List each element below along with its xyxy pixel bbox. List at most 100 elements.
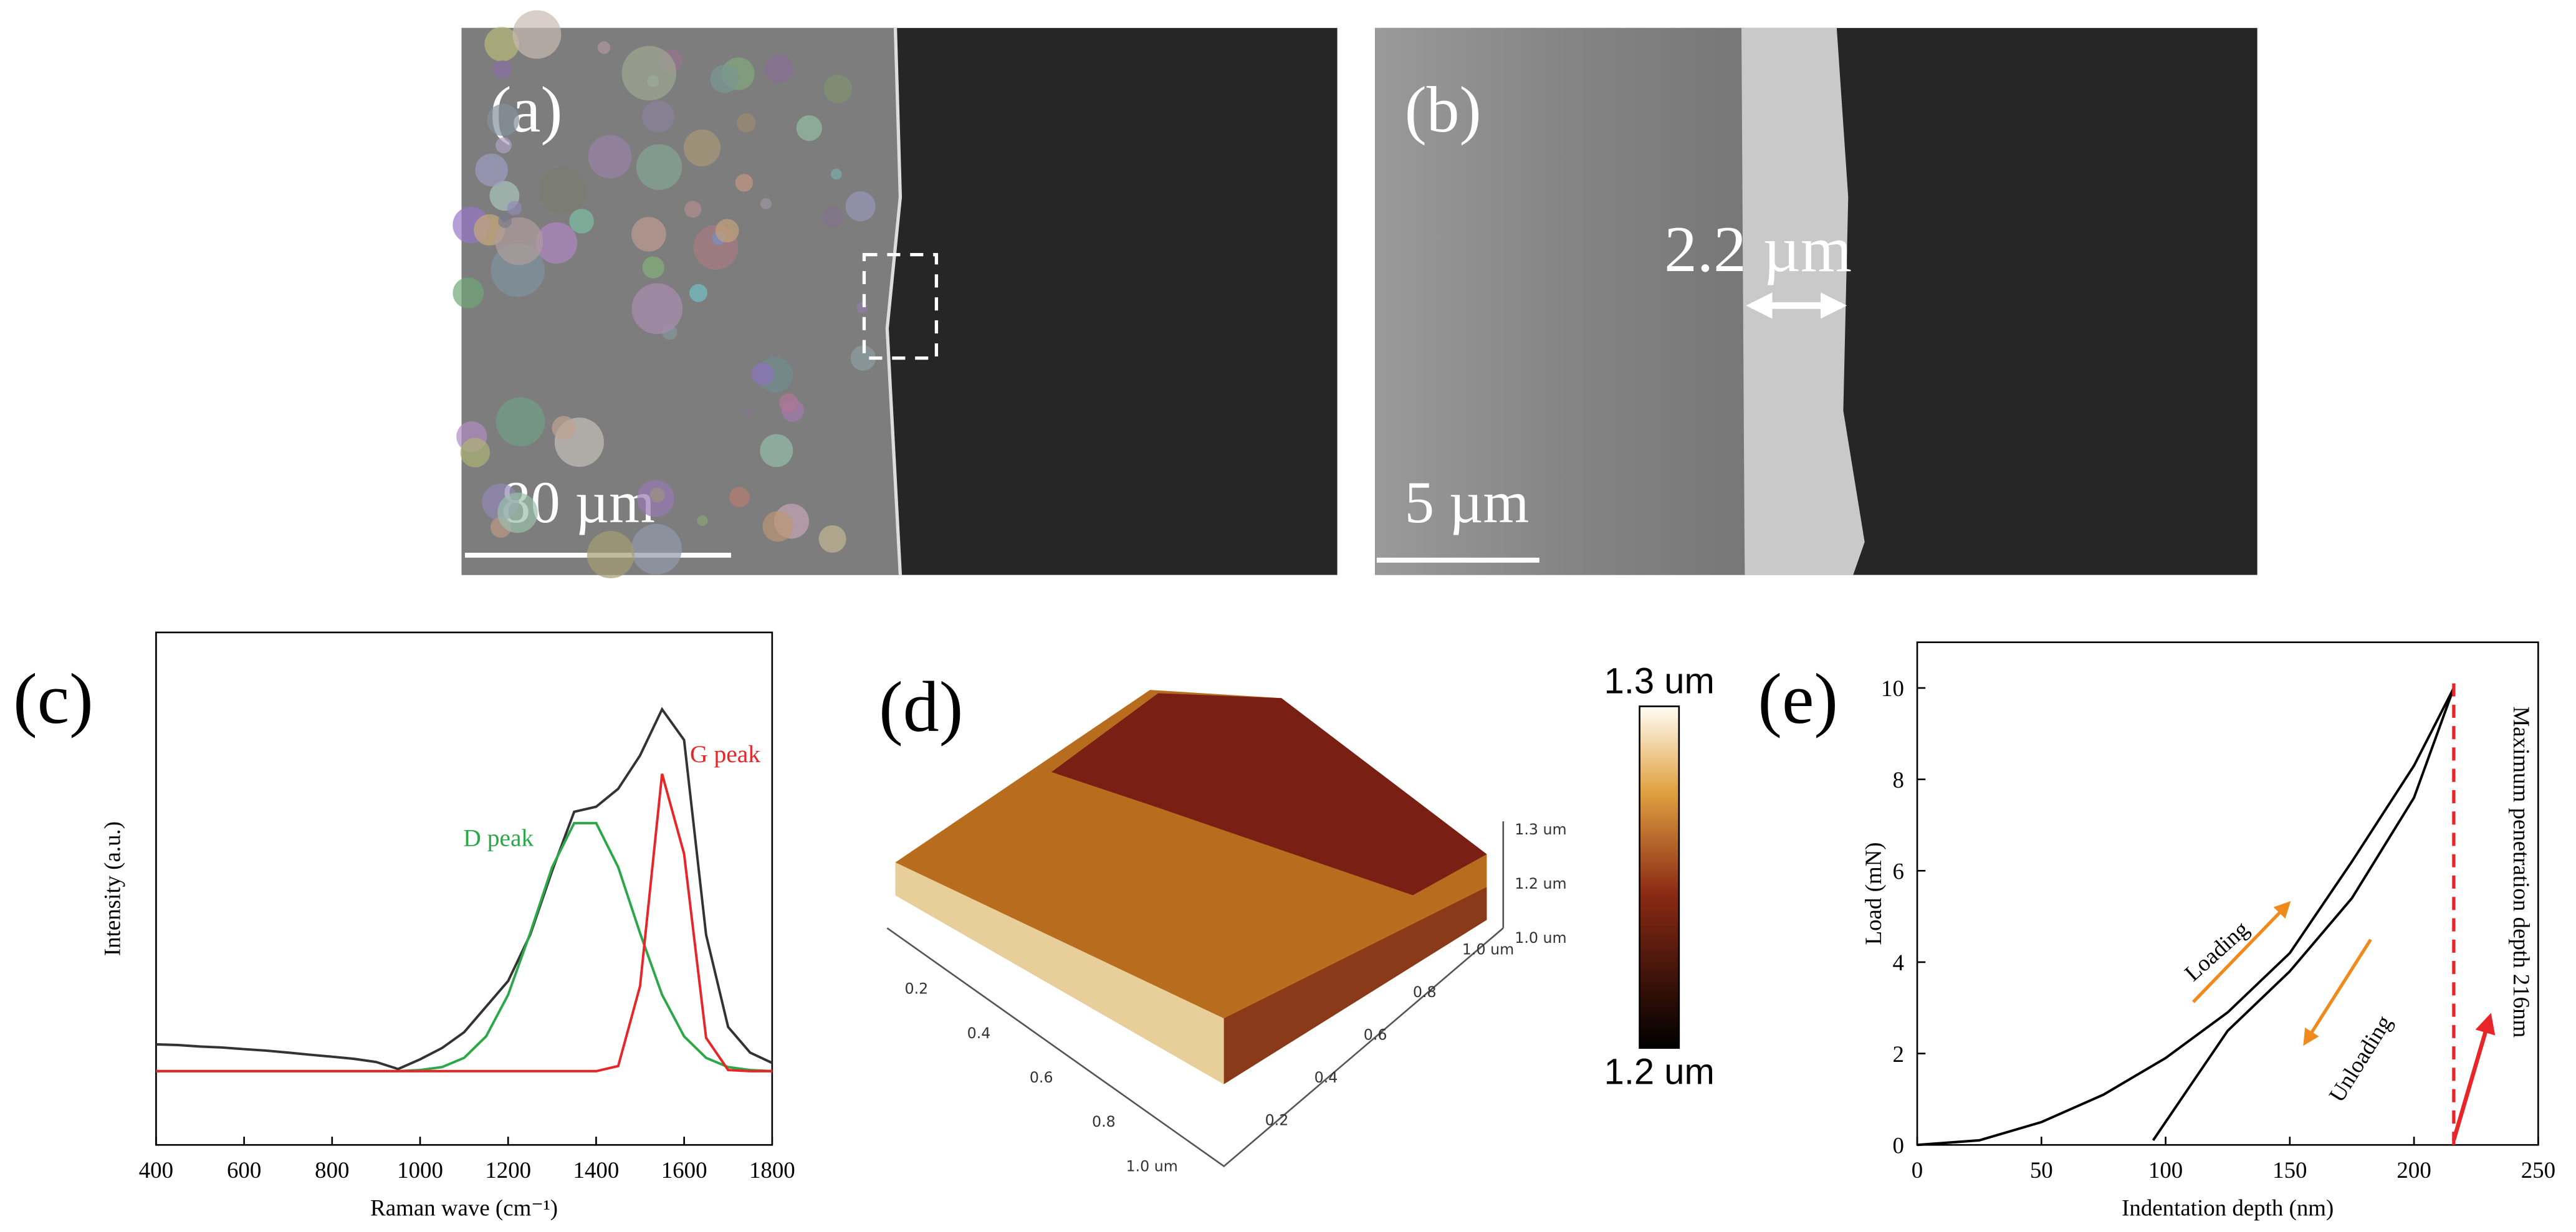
afm-surface-right (1223, 887, 1487, 1084)
texture-grain (512, 10, 562, 59)
x-axis-label: Raman wave (cm⁻¹) (370, 1195, 558, 1221)
texture-grain (452, 277, 484, 308)
x-tick-label: 600 (227, 1157, 261, 1183)
texture-grain (460, 437, 490, 467)
texture-grain (493, 60, 512, 79)
texture-grain (697, 515, 708, 527)
texture-grain (539, 168, 587, 214)
y-axis-label: Intensity (a.u.) (99, 821, 125, 956)
data-line (1917, 687, 2455, 1147)
texture-grain (636, 144, 682, 190)
x-tick-label: 1600 (661, 1157, 707, 1183)
colorbar-max: 1.3 um (1604, 661, 1715, 701)
texture-grain (621, 45, 677, 101)
thickness-label: 2.2 µm (1664, 212, 1852, 285)
texture-grain (736, 113, 756, 133)
texture-grain (715, 219, 739, 243)
texture-grain (631, 217, 666, 252)
afm-z-label: 1.2 um (1515, 875, 1566, 892)
afm-high-region (1051, 693, 1487, 895)
x-tick-label: 150 (2272, 1157, 2307, 1183)
afm-y-label: 0.6 (1364, 1026, 1387, 1044)
series-label: D peak (463, 824, 534, 852)
texture-grain (751, 363, 774, 386)
substrate-region (1375, 27, 1745, 575)
texture-grain (535, 222, 578, 264)
texture-grain (649, 487, 665, 503)
texture-grain (760, 434, 793, 467)
texture-grain (831, 168, 842, 180)
y-tick-label: 4 (1892, 950, 1903, 975)
texture-grain (684, 201, 702, 218)
afm-z-label: 1.3 um (1515, 821, 1566, 838)
afm-x-label: 0.6 (1030, 1069, 1053, 1086)
x-tick-label: 1000 (397, 1157, 443, 1183)
x-tick-label: 200 (2396, 1157, 2431, 1183)
texture-grain (729, 487, 750, 508)
afm-z-label: 1.0 um (1515, 929, 1566, 947)
series-label: G peak (690, 740, 760, 768)
arrow (2303, 938, 2372, 1046)
colorbar (1639, 705, 1680, 1049)
x-tick-label: 1800 (749, 1157, 795, 1183)
y-tick-label: 2 (1892, 1041, 1903, 1067)
plot-frame (155, 631, 773, 1146)
texture-grain (796, 115, 822, 141)
texture-grain (588, 135, 632, 179)
texture-grain (822, 206, 844, 227)
afm-surface-front (895, 862, 1224, 1084)
texture-grain (587, 531, 634, 579)
arrow (2451, 1013, 2496, 1141)
texture-grain (683, 129, 721, 166)
texture-grain (778, 393, 798, 413)
zoom-box (862, 252, 939, 360)
texture-grain (689, 284, 707, 302)
texture-grain (631, 283, 683, 335)
texture-grain (642, 100, 674, 133)
texture-grain (818, 525, 846, 553)
afm-y-label: 0.8 (1413, 983, 1437, 1001)
texture-grain (762, 511, 793, 542)
texture-grain (498, 214, 512, 228)
sem-image-a: (a) 80 µm (452, 10, 1338, 579)
data-line (2152, 687, 2455, 1141)
texture-grain (497, 492, 538, 533)
y-tick-label: 0 (1892, 1132, 1903, 1158)
coating-edge (885, 27, 903, 575)
panel-label: (b) (1405, 73, 1482, 146)
data-line (156, 707, 773, 1071)
y-tick-label: 6 (1892, 858, 1903, 884)
afm-x-label: 0.2 (905, 980, 929, 998)
scale-bar-label: 5 µm (1405, 469, 1530, 535)
x-tick-label: 800 (315, 1157, 349, 1183)
afm-x-label: 1.0 um (1126, 1157, 1177, 1175)
texture-grain (760, 198, 772, 209)
texture-grain (742, 405, 754, 416)
x-tick-label: 400 (139, 1157, 173, 1183)
afm-y-label: 0.4 (1314, 1069, 1338, 1086)
y-tick-label: 8 (1892, 767, 1903, 793)
texture-grain (850, 345, 876, 371)
texture-grain (487, 103, 520, 136)
texture-grain (735, 174, 754, 192)
annotation: Maximum penetration depth 216nm (2509, 706, 2534, 1038)
panel-label: (d) (879, 667, 963, 747)
texture-grain (475, 153, 508, 186)
texture-grain (642, 256, 664, 279)
y-axis-label: Load (mN) (1860, 842, 1887, 945)
texture-grain (631, 523, 682, 575)
texture-grain (496, 397, 545, 447)
x-tick-label: 0 (1912, 1157, 1923, 1183)
x-tick-label: 250 (2521, 1157, 2555, 1183)
afm-tick-labels: 0.20.20.40.40.60.60.80.81.0 um1.0 um1.3 … (905, 821, 1567, 1175)
afm-x-label: 0.4 (967, 1024, 991, 1042)
texture-grain (845, 191, 876, 222)
x-tick-label: 1200 (485, 1157, 531, 1183)
afm-x-label: 0.8 (1092, 1113, 1116, 1130)
x-tick-label: 50 (2030, 1157, 2053, 1183)
texture-grain (496, 137, 512, 153)
sem-image-b: (b) 2.2 µm 5 µm (1375, 27, 2258, 575)
texture-grain (597, 41, 611, 54)
